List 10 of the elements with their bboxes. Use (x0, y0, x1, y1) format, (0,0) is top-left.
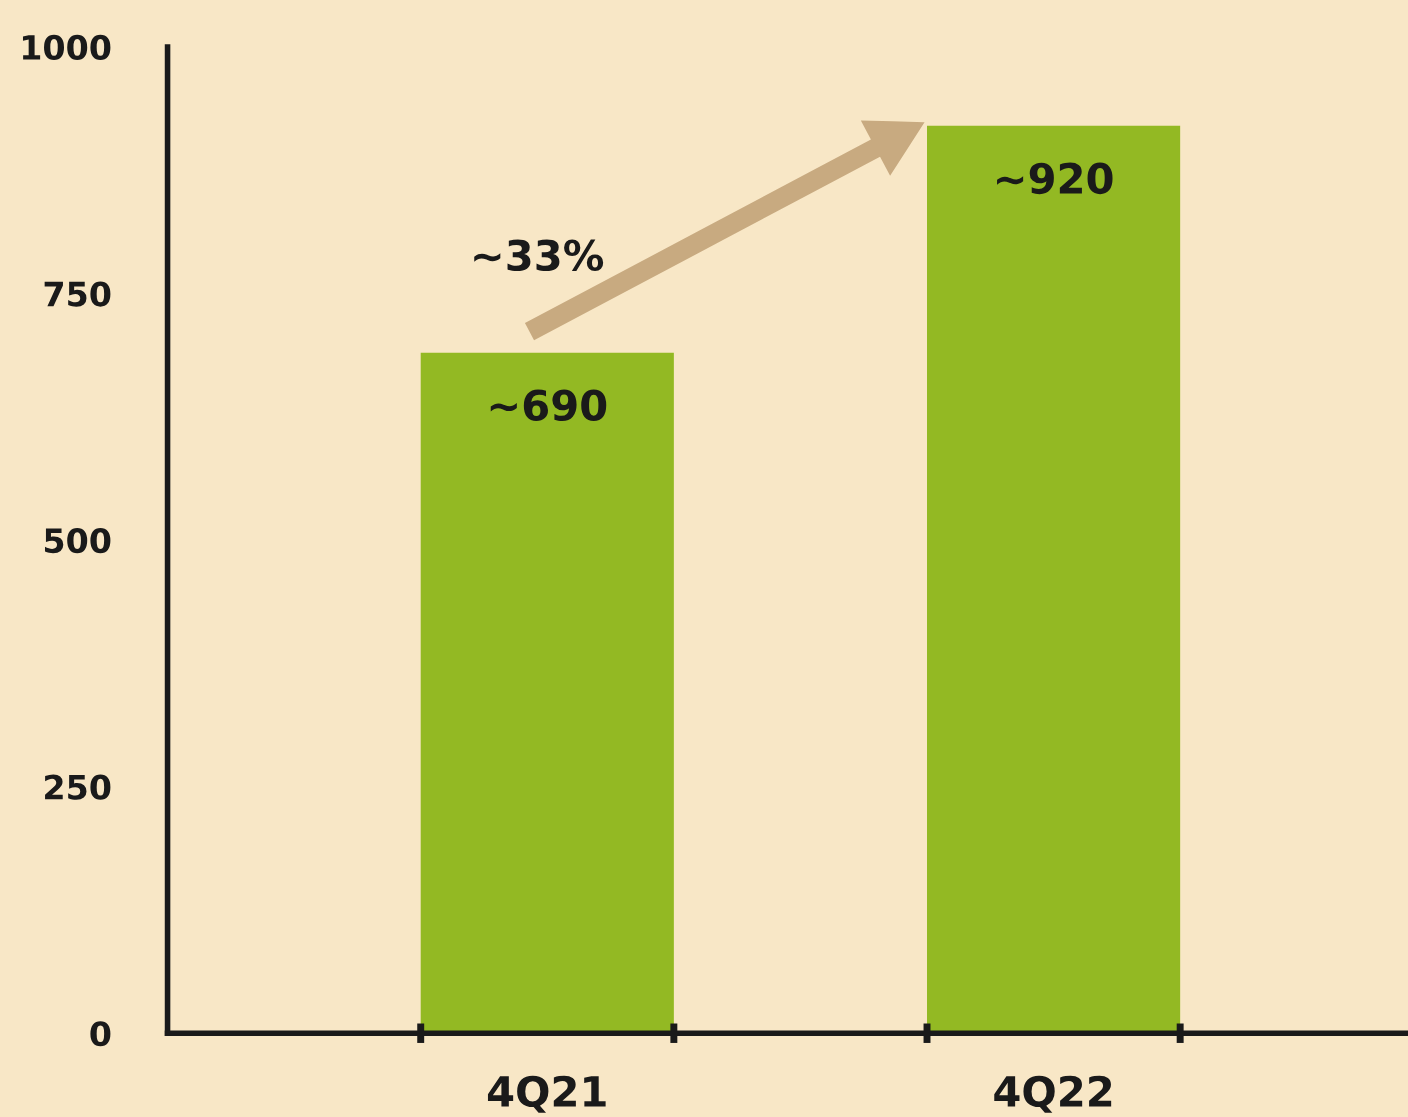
y-tick-label: 1000 (22, 34, 111, 61)
y-tick-label: 750 (44, 281, 111, 307)
data-label: ~690 (490, 389, 607, 421)
data-label: ~920 (997, 162, 1113, 195)
y-tick-label: 250 (45, 774, 111, 800)
y-tick-label: 500 (44, 527, 111, 554)
annotation: ~33% (474, 239, 604, 272)
x-tick-label: 4Q22 (994, 1075, 1112, 1113)
y-tick-label: 0 (90, 1021, 111, 1047)
x-tick-label: 4Q21 (487, 1075, 606, 1113)
